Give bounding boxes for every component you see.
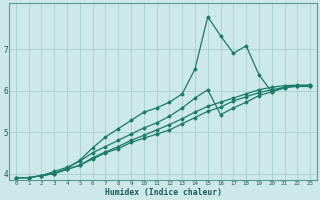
X-axis label: Humidex (Indice chaleur): Humidex (Indice chaleur) [105,188,221,197]
